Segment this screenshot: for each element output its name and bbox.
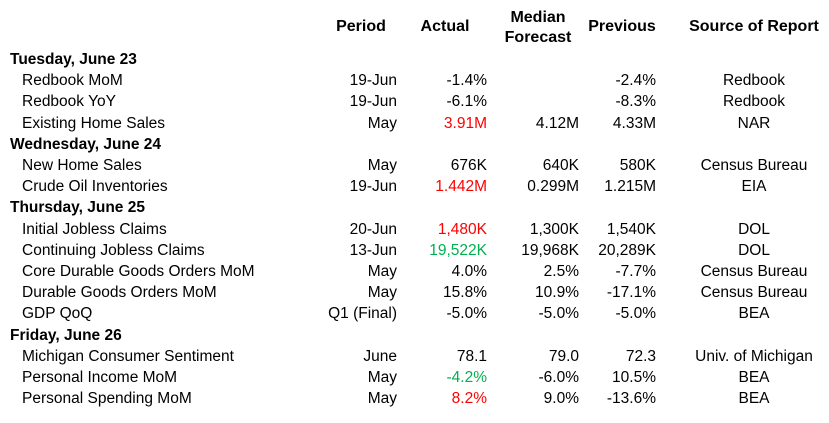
table-row: Michigan Consumer Sentiment June 78.1 79.0 7… (0, 346, 829, 367)
source-cell: BEA (738, 390, 770, 408)
forecast-cell: 9.0% (543, 390, 579, 408)
actual-cell: -4.2% (446, 369, 488, 386)
forecast-cell: 0.299M (527, 178, 579, 196)
period-cell: 19-Jun (349, 93, 397, 111)
table-row: Redbook MoM 19-Jun -1.4% -2.4% Redbook (0, 70, 829, 91)
actual-cell: -6.1% (446, 93, 488, 111)
header-forecast-line2: Forecast (504, 29, 572, 46)
source-cell: Census Bureau (700, 284, 808, 302)
source-cell: Census Bureau (700, 263, 808, 280)
actual-cell: 15.8% (443, 284, 487, 302)
table-row: Personal Income MoM May -4.2% -6.0% 10.5% BEA (0, 367, 829, 388)
period-cell: May (367, 369, 397, 386)
source-cell: Redbook (722, 93, 786, 111)
indicator-name: Redbook YoY (22, 93, 116, 111)
day-heading: Tuesday, June 23 (10, 51, 137, 68)
indicator-name: Michigan Consumer Sentiment (22, 347, 234, 365)
previous-cell: 10.5% (612, 369, 656, 386)
source-cell: EIA (741, 178, 767, 196)
day-heading: Thursday, June 25 (10, 199, 145, 217)
table-row: Redbook YoY 19-Jun -6.1% -8.3% Redbook (0, 91, 829, 112)
table-row: Initial Jobless Claims 20-Jun 1,480K 1,300K… (0, 219, 829, 240)
header-period: Period (336, 18, 386, 35)
table-row: Existing Home Sales May 3.91M 4.12M 4.33M NAR (0, 113, 829, 134)
actual-cell: -1.4% (446, 72, 488, 90)
table-row: GDP QoQ Q1 (Final) -5.0% -5.0% -5.0% BEA (0, 303, 829, 324)
table-row: Continuing Jobless Claims 13-Jun 19,522K 19… (0, 240, 829, 261)
previous-cell: -13.6% (606, 390, 656, 408)
indicator-name: Personal Spending MoM (22, 390, 192, 408)
indicator-name: GDP QoQ (22, 305, 93, 323)
indicator-name: Core Durable Goods Orders MoM (22, 263, 255, 280)
period-cell: May (367, 390, 397, 408)
period-cell: May (367, 157, 397, 174)
table-row: Durable Goods Orders MoM May 15.8% 10.9% -17… (0, 282, 829, 303)
previous-cell: 580K (619, 157, 656, 174)
header-previous: Previous (588, 18, 656, 35)
previous-cell: -7.7% (615, 263, 657, 280)
previous-cell: -17.1% (606, 284, 656, 302)
source-cell: DOL (738, 220, 770, 238)
source-cell: Redbook (722, 72, 786, 90)
period-cell: 20-Jun (349, 220, 397, 238)
source-cell: Census Bureau (700, 157, 808, 174)
header-actual: Actual (420, 18, 470, 35)
table-row: Personal Spending MoM May 8.2% 9.0% -13.6% BE… (0, 388, 829, 409)
indicator-name: New Home Sales (22, 157, 142, 174)
indicator-name: Crude Oil Inventories (22, 178, 168, 196)
indicator-name: Continuing Jobless Claims (22, 241, 205, 259)
period-cell: 13-Jun (349, 241, 397, 259)
previous-cell: -8.3% (615, 93, 657, 111)
header-source: Source of Report (689, 18, 819, 35)
actual-cell: 1,480K (437, 220, 487, 238)
previous-cell: 72.3 (625, 347, 656, 365)
previous-cell: 1.215M (604, 178, 656, 196)
forecast-cell: 2.5% (543, 263, 579, 280)
forecast-cell: 4.12M (535, 114, 579, 132)
previous-cell: 20,289K (598, 241, 656, 259)
previous-cell: 1,540K (606, 220, 656, 238)
actual-cell: 676K (450, 157, 487, 174)
period-cell: Q1 (Final) (328, 305, 397, 323)
period-cell: 19-Jun (349, 72, 397, 90)
actual-cell: 78.1 (456, 347, 487, 365)
forecast-cell: 10.9% (535, 284, 579, 302)
period-cell: May (367, 284, 397, 302)
forecast-cell: -5.0% (538, 305, 580, 323)
forecast-cell: 19,968K (521, 241, 579, 259)
day-heading: Wednesday, June 24 (10, 135, 162, 153)
period-cell: June (363, 347, 397, 365)
previous-cell: -5.0% (615, 305, 657, 323)
forecast-cell: -6.0% (538, 369, 580, 386)
actual-cell: -5.0% (446, 305, 488, 323)
table-row: Core Durable Goods Orders MoM May 4.0% 2.5%… (0, 261, 829, 282)
source-cell: Univ. of Michigan (695, 347, 813, 365)
indicator-name: Existing Home Sales (22, 114, 166, 132)
period-cell: 19-Jun (349, 178, 397, 196)
indicator-name: Initial Jobless Claims (22, 220, 167, 238)
table-row: New Home Sales May 676K 640K 580K Census Bure… (0, 155, 829, 176)
previous-cell: -2.4% (615, 72, 657, 90)
source-cell: BEA (738, 369, 770, 386)
actual-cell: 1.442M (435, 178, 487, 196)
source-cell: NAR (737, 114, 771, 132)
period-cell: May (367, 114, 397, 132)
indicator-name: Personal Income MoM (22, 369, 178, 386)
forecast-cell: 640K (542, 157, 579, 174)
indicator-name: Durable Goods Orders MoM (22, 284, 217, 302)
source-cell: BEA (738, 305, 770, 323)
day-heading: Friday, June 26 (10, 326, 122, 344)
actual-cell: 19,522K (429, 241, 487, 259)
table-row: Crude Oil Inventories 19-Jun 1.442M 0.299M 1… (0, 176, 829, 197)
previous-cell: 4.33M (612, 114, 656, 132)
period-cell: May (367, 263, 397, 280)
actual-cell: 3.91M (443, 114, 487, 132)
forecast-cell: 79.0 (548, 347, 579, 365)
forecast-cell: 1,300K (529, 220, 579, 238)
actual-cell: 4.0% (451, 263, 487, 280)
source-cell: DOL (738, 241, 770, 259)
actual-cell: 8.2% (451, 390, 487, 408)
indicator-name: Redbook MoM (22, 72, 123, 90)
header-forecast-line1: Median (510, 9, 566, 26)
